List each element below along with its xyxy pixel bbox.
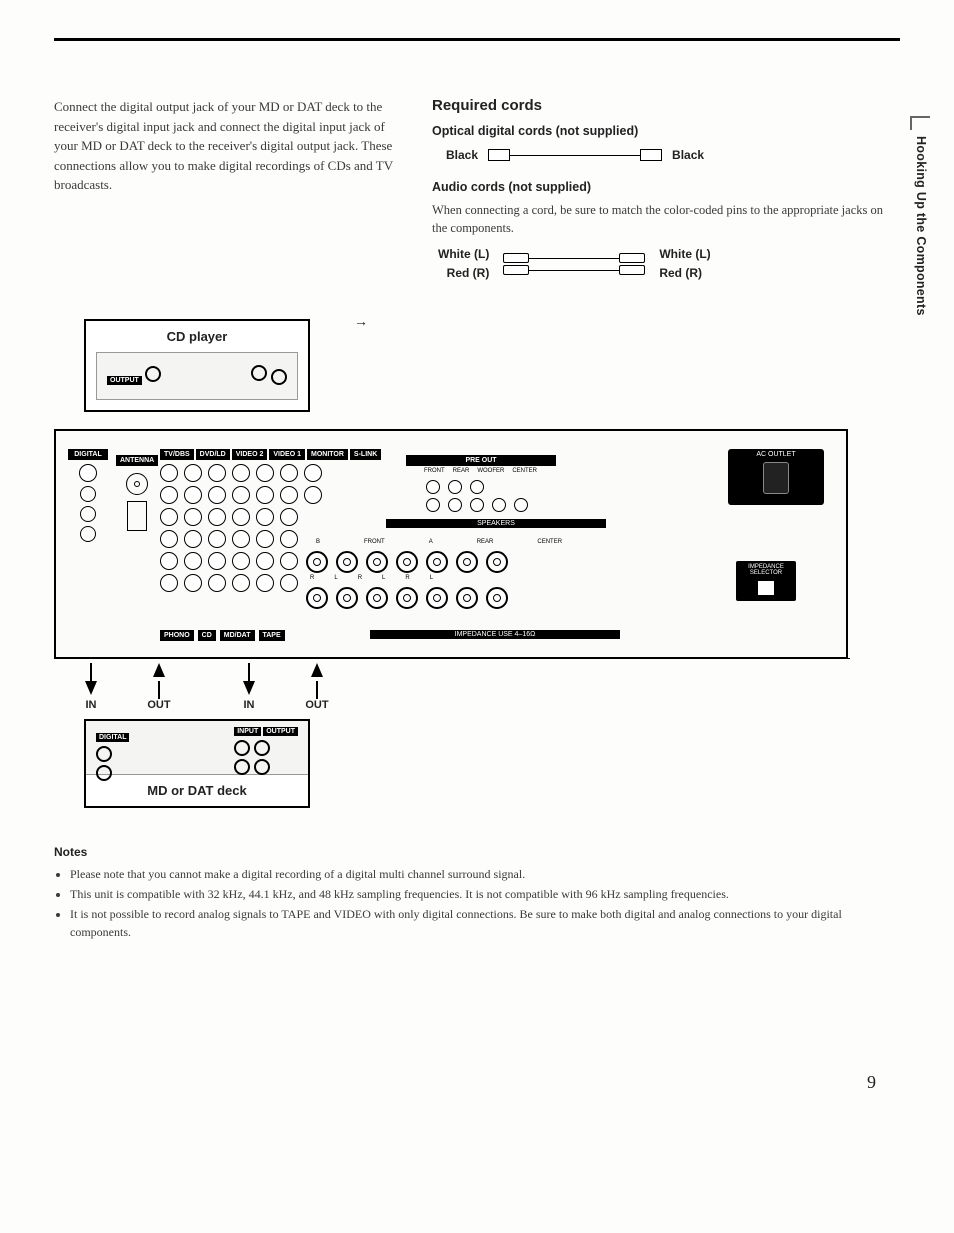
center-label: CENTER — [537, 539, 562, 545]
ac-outlet: AC OUTLET — [728, 449, 824, 505]
front-label: FRONT — [364, 539, 385, 545]
md-dat-box: DIGITAL INPUT OUTPUT MD or DAT deck — [84, 719, 310, 808]
red-left-label: Red (R) — [438, 264, 489, 283]
page-number: 9 — [867, 1072, 876, 1093]
top-rule — [54, 38, 900, 41]
optical-cords-heading: Optical digital cords (not supplied) — [432, 124, 900, 138]
connection-diagram: → CD player OUTPUT DIGITAL — [54, 301, 848, 821]
optical-left-label: Black — [446, 148, 478, 162]
arrow-out-1: OUT — [144, 699, 174, 711]
pre-out-label: PRE OUT — [406, 455, 556, 466]
note-item: Please note that you cannot make a digit… — [70, 865, 900, 883]
impedance-bar: IMPEDANCE USE 4–16Ω — [370, 630, 620, 639]
note-item: It is not possible to record analog sign… — [70, 905, 900, 941]
intro-paragraph: Connect the digital output jack of your … — [54, 97, 404, 195]
required-cords-heading: Required cords — [432, 97, 900, 114]
optical-right-label: Black — [672, 148, 704, 162]
section-monitor: MONITOR — [307, 449, 348, 460]
section-mddat: MD/DAT — [220, 630, 255, 641]
section-dvd: DVD/LD — [196, 449, 230, 460]
section-cd: CD — [198, 630, 216, 641]
optical-cable-diagram — [488, 149, 662, 161]
arrow-in-1: IN — [76, 699, 106, 711]
arrow-out-2: OUT — [302, 699, 332, 711]
cd-output-label: OUTPUT — [107, 376, 142, 385]
section-tvdbs: TV/DBS — [160, 449, 194, 460]
notes-list: Please note that you cannot make a digit… — [54, 865, 900, 941]
section-phono: PHONO — [160, 630, 194, 641]
impedance-selector: IMPEDANCE SELECTOR — [736, 561, 796, 601]
cd-player-label: CD player — [86, 329, 308, 344]
digital-label: DIGITAL — [68, 449, 108, 460]
md-digital-label: DIGITAL — [96, 733, 129, 742]
receiver-rear-panel: DIGITAL ANTENNA TV/DBS DVD/LD VIDEO 2 VI… — [54, 429, 848, 659]
section-tab: Hooking Up the Components — [908, 136, 928, 336]
signal-arrow-icon: → — [354, 315, 368, 331]
arrow-in-2: IN — [234, 699, 264, 711]
note-item: This unit is compatible with 32 kHz, 44.… — [70, 885, 900, 903]
section-slink: S-LINK — [350, 449, 381, 460]
cd-player-box: CD player OUTPUT — [84, 319, 310, 412]
white-right-label: White (L) — [659, 245, 710, 264]
antenna-label: ANTENNA — [116, 455, 158, 466]
rca-cable-diagram — [503, 253, 645, 275]
notes-heading: Notes — [54, 845, 900, 859]
tab-corner-mark — [910, 116, 930, 130]
audio-cords-heading: Audio cords (not supplied) — [432, 180, 900, 194]
white-left-label: White (L) — [438, 245, 489, 264]
red-right-label: Red (R) — [659, 264, 710, 283]
speakers-label: SPEAKERS — [386, 519, 606, 528]
section-video1: VIDEO 1 — [269, 449, 305, 460]
section-tape: TAPE — [259, 630, 285, 641]
audio-cords-text: When connecting a cord, be sure to match… — [432, 202, 900, 237]
md-output-label: OUTPUT — [263, 727, 298, 736]
md-input-label: INPUT — [234, 727, 261, 736]
section-video2: VIDEO 2 — [232, 449, 268, 460]
rear-label: REAR — [477, 539, 494, 545]
md-dat-label: MD or DAT deck — [86, 775, 308, 798]
